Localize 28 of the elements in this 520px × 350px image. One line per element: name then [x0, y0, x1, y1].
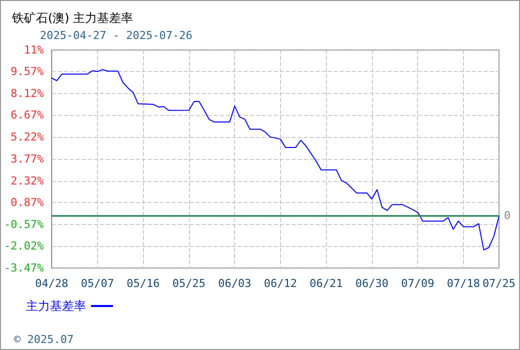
y-tick-label: 3.77%: [10, 152, 44, 166]
x-tick-label: 06/03: [218, 277, 252, 290]
y-tick-label: 6.67%: [10, 108, 44, 122]
y-tick-label: -3.47%: [4, 262, 44, 274]
legend-label: 主力基差率: [26, 299, 86, 313]
x-tick-label: 07/09: [401, 277, 434, 290]
x-tick-label: 06/30: [355, 277, 388, 290]
x-tick-label: 05/25: [172, 277, 206, 290]
y-tick-label: 5.22%: [10, 130, 44, 144]
ref-line-label: 0: [504, 209, 511, 222]
y-tick-label: 2.32%: [10, 174, 44, 188]
x-tick-label: 04/28: [35, 277, 68, 290]
chart-title: 铁矿石(澳) 主力基差率: [11, 11, 134, 25]
y-tick-label: 9.57%: [10, 65, 44, 78]
y-tick-label: -2.02%: [4, 240, 44, 253]
x-tick-label: 06/21: [310, 277, 343, 290]
x-tick-label: 05/07: [80, 277, 114, 290]
y-tick-label: 11%: [24, 44, 44, 56]
x-tick-label: 07/18: [446, 277, 480, 290]
y-tick-label: 8.12%: [10, 86, 44, 100]
x-tick-label: 06/12: [264, 277, 298, 290]
x-tick-label: 05/16: [126, 277, 160, 290]
x-tick-label: 07/25: [482, 277, 516, 290]
y-tick-label: -0.57%: [4, 218, 44, 231]
y-tick-label: 0.87%: [10, 196, 44, 210]
line-series: [51, 69, 500, 250]
chart-subtitle: 2025-04-27 - 2025-07-26: [40, 29, 192, 42]
text: © 2025.07: [14, 333, 74, 346]
